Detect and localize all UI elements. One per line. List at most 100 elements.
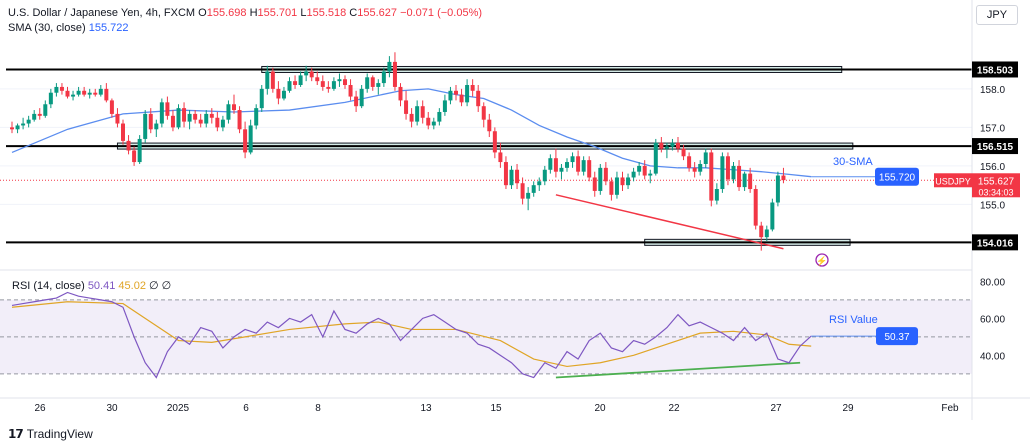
sma-label: SMA (30, close) [8,22,86,34]
sma-value-box [875,167,919,186]
candle-body [614,177,619,195]
candle-body [626,177,631,186]
symbol-badge-label: USDJPY [935,176,971,186]
candle-body [370,77,375,87]
candle-body [714,189,719,201]
level-price-label: 154.016 [977,238,1014,249]
candle-body [637,165,642,172]
candle-body [204,113,209,124]
low-value: 155.518 [306,7,347,19]
candle-body [681,148,686,157]
candle-body [420,106,425,118]
candle-body [15,125,20,130]
rsi-header[interactable]: RSI (14, close) 50.41 45.02 ∅ ∅ [12,279,171,292]
candle-body [526,192,531,199]
candle-body [398,86,403,101]
change-value: −0.071 (−0.05%) [400,7,483,19]
time-tick-label: 8 [315,403,321,414]
candle-body [71,94,76,97]
candle-body [609,181,614,195]
time-tick-label: 2025 [167,403,190,414]
candle-body [531,185,536,193]
rsi-ma-value: 45.02 [118,280,146,292]
level-price-box [972,234,1018,251]
candle-body [415,106,420,122]
candle-body [603,167,608,182]
candle-body [115,113,120,124]
sma-line [11,88,812,178]
candle-body [587,160,592,178]
candle-body [670,142,675,147]
candle-body [137,138,142,163]
rsi-value: 50.41 [87,280,116,292]
candle-body [676,142,680,149]
rsi-trendline [555,361,801,379]
candle-body [748,173,753,190]
candle-body [520,183,525,199]
candle-body [775,175,780,203]
candle-body [659,142,664,149]
axes: 158.0 157.0 156.0 155.0 80.00 60.00 40.00 26 30 2… [0,0,1030,420]
candle-body [381,71,386,84]
low-label: L [300,7,307,19]
tradingview-brand[interactable]: 𝟭𝟳 TradingView [8,427,93,441]
candle-body [248,125,253,153]
candle-body [37,113,42,116]
candle-body [442,100,447,112]
candle-body [298,75,303,86]
currency-selector[interactable]: JPY [976,5,1018,25]
candle-body [404,100,409,114]
candle-body [687,156,692,168]
time-tick-label: 29 [842,403,854,414]
candle-body [642,165,647,176]
candle-body [26,119,31,124]
candle-body [487,119,492,132]
candle-body [553,158,558,172]
candle-body [731,165,736,180]
candle-body [592,177,597,191]
candle-body [664,146,669,149]
candle-body [165,102,170,116]
candle-body [631,171,636,178]
candle-body [770,202,775,230]
time-tick-label: 27 [770,403,782,414]
candle-body [503,162,508,186]
rsi-annotation-label: RSI Value [829,314,878,326]
candle-body [82,90,87,95]
candle-body [187,113,192,122]
drawings [555,194,801,379]
candle-body [470,85,475,91]
time-tick-label: Feb [941,403,959,414]
candle-body [243,129,248,153]
time-tick-label: 15 [490,403,502,414]
candle-body [354,96,359,107]
candle-body [509,169,514,186]
candle-body [104,88,109,101]
time-tick-label: 26 [34,403,46,414]
candle-body [725,156,730,180]
candle-body [709,152,714,201]
time-tick-label: 13 [420,403,432,414]
candle-body [98,88,103,95]
sma-header[interactable]: SMA (30, close) 155.722 [8,22,128,34]
candle-body [548,158,553,170]
candle-body [76,90,81,95]
candle-body [742,173,747,188]
candle-body [648,173,653,176]
open-value: 155.698 [206,7,247,19]
current-price-box [972,173,1020,198]
candle-body [581,160,586,172]
candle-body [265,71,270,89]
candle-body [326,86,331,89]
candle-body [182,108,187,122]
rsi-value-label: 50.37 [884,332,909,343]
candle-body [215,117,220,128]
candle-body [87,92,92,95]
current-price-label: 155.627 [978,176,1015,187]
candle-body [781,175,786,181]
candle-body [692,167,697,172]
price-tick-label: 155.0 [980,200,1005,211]
candle-body [537,181,542,186]
candle-body [720,156,725,190]
